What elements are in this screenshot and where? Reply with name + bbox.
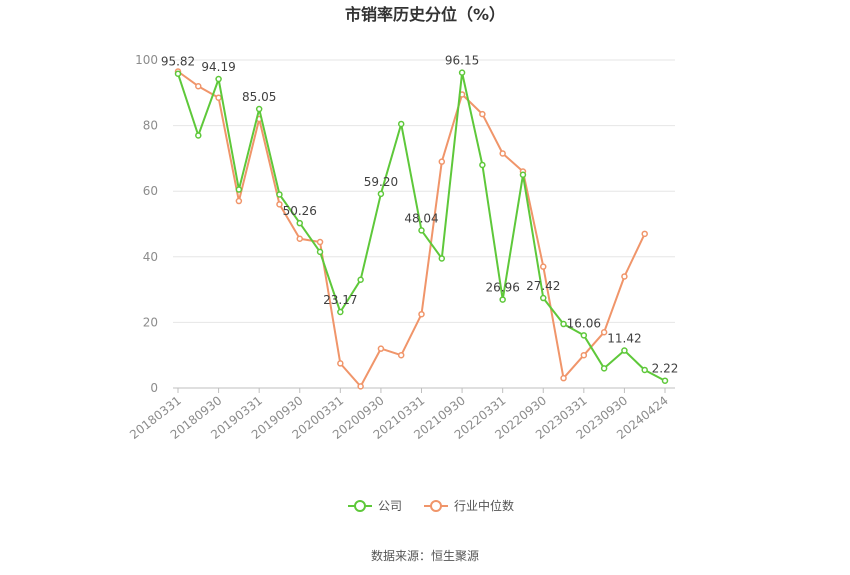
- legend-marker: [354, 500, 366, 512]
- data-point: [377, 345, 385, 352]
- y-tick-label: 40: [143, 250, 158, 264]
- data-point: [174, 70, 182, 77]
- data-label: 26.96: [485, 281, 519, 295]
- legend-label: 行业中位数: [454, 498, 514, 513]
- series-line: [177, 70, 646, 388]
- data-point: [458, 69, 466, 76]
- data-point: [600, 328, 608, 336]
- data-point: [195, 132, 202, 139]
- legend-item[interactable]: 公司: [348, 499, 402, 513]
- data-point: [316, 238, 324, 246]
- data-point: [276, 201, 283, 208]
- data-point: [296, 235, 303, 243]
- data-label: 50.26: [283, 204, 317, 218]
- data-point: [276, 191, 283, 198]
- data-point: [580, 351, 588, 359]
- data-point: [641, 366, 648, 374]
- data-label: 16.06: [567, 316, 601, 330]
- y-tick-label: 100: [135, 53, 158, 67]
- data-point: [661, 377, 669, 384]
- data-point: [621, 273, 628, 280]
- legend-label: 公司: [378, 499, 402, 513]
- data-point: [479, 161, 486, 169]
- data-label: 95.82: [161, 55, 195, 69]
- data-point: [357, 383, 364, 390]
- data-label: 48.04: [404, 211, 438, 225]
- axes: 0204060801002018033120180930201903312019…: [127, 53, 675, 442]
- data-point: [397, 351, 405, 359]
- data-point: [600, 365, 608, 372]
- data-label: 11.42: [607, 332, 641, 346]
- data-point: [438, 255, 446, 262]
- data-point: [499, 296, 506, 303]
- data-point: [560, 320, 567, 328]
- data-point: [438, 158, 446, 165]
- data-point: [337, 360, 344, 367]
- data-point: [215, 75, 222, 83]
- data-point: [540, 294, 547, 302]
- series-line: [177, 71, 666, 382]
- legend-item[interactable]: 行业中位数: [424, 498, 514, 513]
- data-label: 59.20: [364, 175, 398, 189]
- y-tick-label: 60: [143, 184, 158, 198]
- source-note: 数据来源：恒生聚源: [371, 548, 479, 563]
- data-point: [337, 308, 344, 316]
- data-point: [235, 197, 243, 205]
- data-label: 85.05: [242, 90, 276, 104]
- data-point: [479, 110, 486, 118]
- y-tick-label: 20: [143, 315, 158, 329]
- data-label: 94.19: [201, 60, 235, 74]
- data-point: [296, 219, 303, 227]
- data-point: [540, 263, 547, 270]
- data-point: [255, 105, 263, 113]
- chart-title: 市销率历史分位（%）: [345, 5, 505, 24]
- data-point: [357, 276, 364, 284]
- data-point: [377, 190, 385, 198]
- data-point: [418, 227, 425, 234]
- legend-marker: [430, 500, 442, 512]
- data-point: [316, 248, 324, 256]
- series-lines: [174, 68, 669, 390]
- data-point: [499, 150, 506, 157]
- data-point: [621, 347, 628, 354]
- data-point: [560, 374, 567, 382]
- data-point: [580, 332, 588, 339]
- data-point: [195, 82, 202, 90]
- data-label: 2.22: [652, 362, 679, 376]
- legend[interactable]: 公司 行业中位数: [348, 498, 514, 513]
- data-point: [519, 171, 527, 179]
- data-label: 23.17: [323, 293, 357, 307]
- data-label: 96.15: [445, 54, 479, 68]
- y-tick-label: 0: [150, 381, 158, 395]
- data-point: [418, 310, 425, 318]
- data-point: [397, 120, 405, 128]
- y-tick-label: 80: [143, 119, 158, 133]
- data-point: [235, 186, 243, 193]
- data-label: 27.42: [526, 279, 560, 293]
- data-point: [641, 230, 648, 238]
- data-labels: 95.82 94.19 85.05 50.26 23.17 59.20 48.04 96.15…: [161, 54, 679, 376]
- data-point: [215, 94, 222, 101]
